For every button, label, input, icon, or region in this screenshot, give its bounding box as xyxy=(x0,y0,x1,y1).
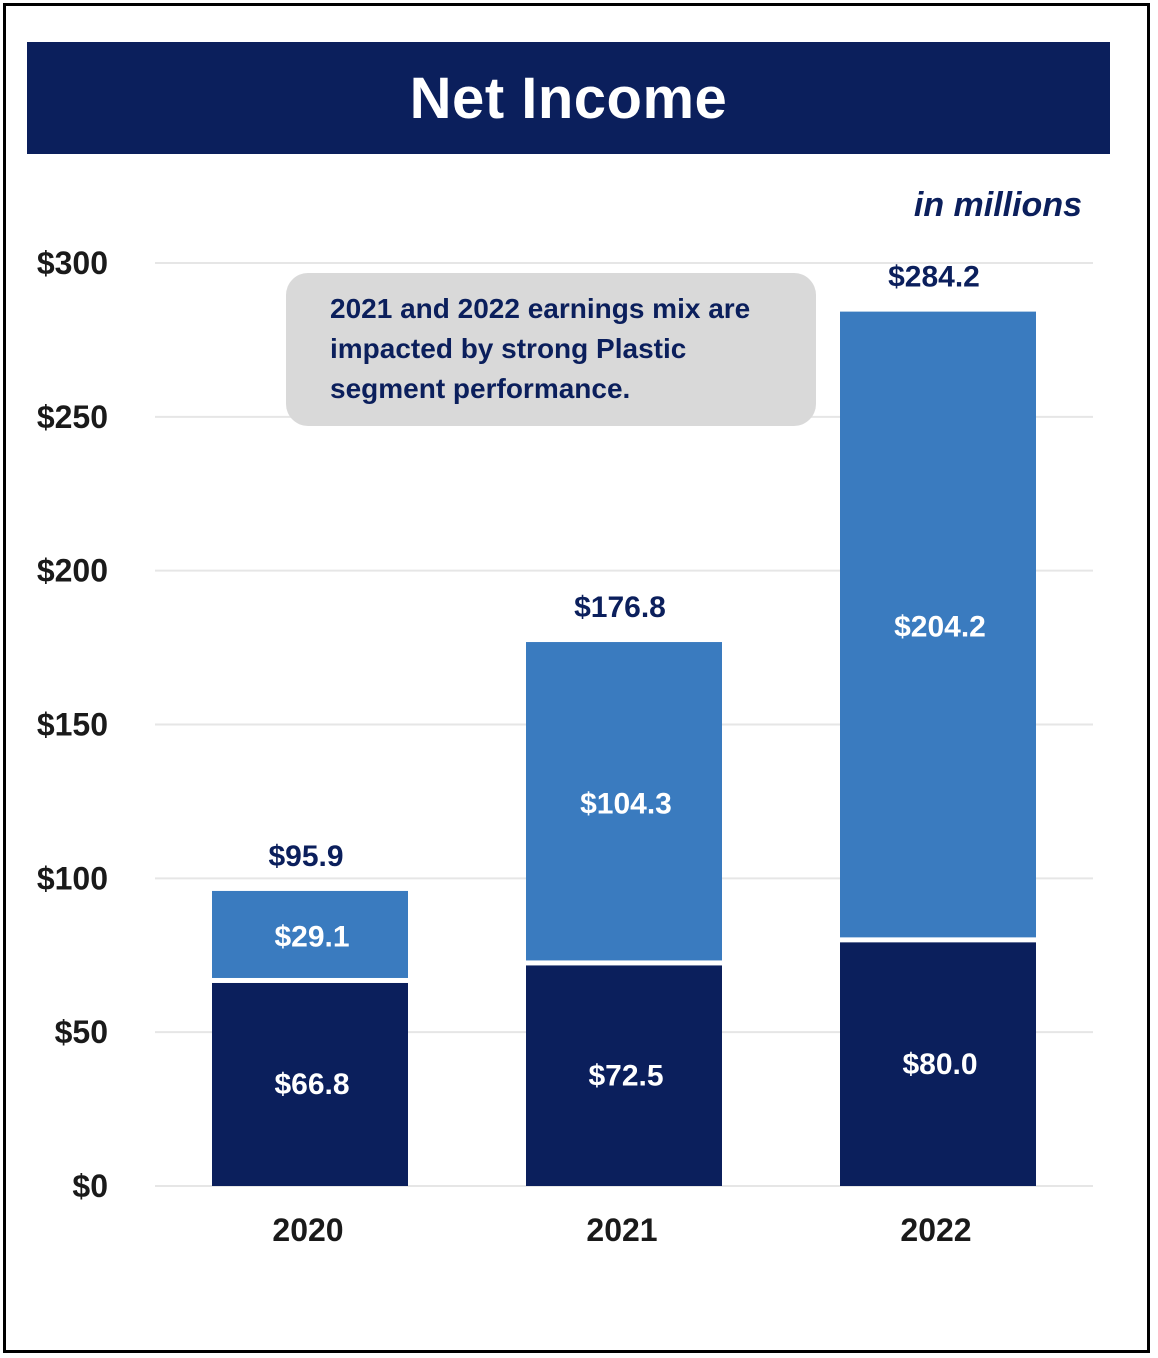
bar-segment-label: $29.1 xyxy=(274,921,349,954)
y-tick-label: $200 xyxy=(37,553,108,589)
y-tick-label: $250 xyxy=(37,399,108,435)
y-tick-label: $0 xyxy=(72,1168,108,1204)
y-tick-label: $50 xyxy=(55,1014,108,1050)
bar-segment xyxy=(840,311,1036,938)
bar-segment-label: $66.8 xyxy=(274,1068,349,1101)
y-tick-label: $100 xyxy=(37,860,108,896)
x-axis-ticks: 2020 2021 2022 xyxy=(272,1212,971,1248)
units-note: in millions xyxy=(913,186,1082,224)
bar-segment-label: $80.0 xyxy=(902,1048,977,1081)
bar-segment xyxy=(212,890,408,978)
x-tick-label: 2021 xyxy=(586,1212,657,1248)
bar-total-label: $284.2 xyxy=(888,261,980,294)
annotation-callout: 2021 and 2022 earnings mix are impacted … xyxy=(286,273,816,426)
bar-segment xyxy=(212,982,408,1186)
bar-segment xyxy=(526,965,722,1186)
y-tick-label: $150 xyxy=(37,707,108,743)
x-tick-label: 2020 xyxy=(272,1212,343,1248)
bar-segment-label: $72.5 xyxy=(588,1059,663,1092)
bar-segment xyxy=(526,642,722,961)
bar-segment-label: $104.3 xyxy=(580,787,672,820)
y-tick-label: $300 xyxy=(37,245,108,281)
y-axis-ticks: $0 $50 $100 $150 $200 $250 $300 xyxy=(37,245,108,1204)
chart-title: Net Income xyxy=(27,42,1110,154)
bar-segment xyxy=(840,942,1036,1186)
bar-segment-label: $204.2 xyxy=(894,611,986,644)
bars: $66.8 $29.1 $95.9 $72.5 $104.3 $176.8 $80.0 $20… xyxy=(212,261,1036,1186)
x-tick-label: 2022 xyxy=(900,1212,971,1248)
bar-total-label: $176.8 xyxy=(574,591,666,624)
bar-total-label: $95.9 xyxy=(268,840,343,873)
